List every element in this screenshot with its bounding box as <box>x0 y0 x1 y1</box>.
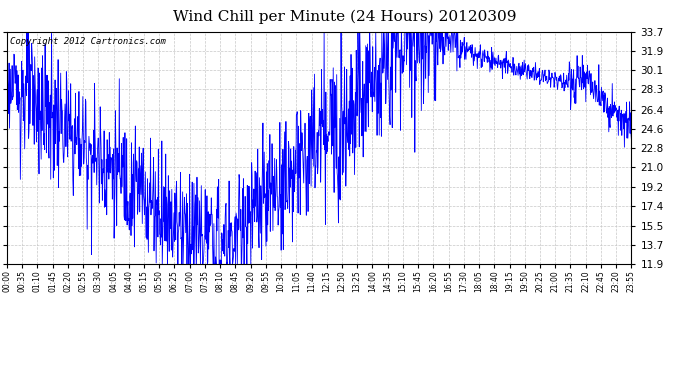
Text: Wind Chill per Minute (24 Hours) 20120309: Wind Chill per Minute (24 Hours) 2012030… <box>173 9 517 24</box>
Text: Copyright 2012 Cartronics.com: Copyright 2012 Cartronics.com <box>10 36 166 45</box>
